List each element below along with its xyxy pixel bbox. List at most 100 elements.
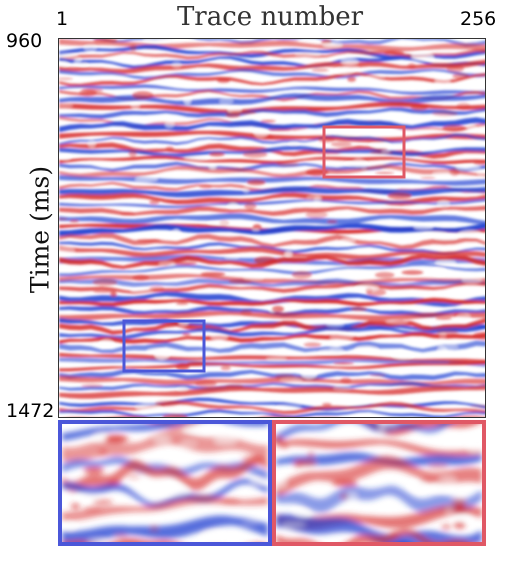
reflector-band xyxy=(59,59,485,74)
texture-blob xyxy=(250,480,264,483)
texture-blob xyxy=(340,493,350,499)
texture-blob xyxy=(184,427,208,432)
texture-blob xyxy=(434,78,451,84)
texture-blob xyxy=(172,229,181,237)
texture-blob xyxy=(303,342,322,348)
texture-blob xyxy=(340,58,359,66)
texture-blob xyxy=(224,384,244,389)
texture-blob xyxy=(381,149,391,153)
texture-blob xyxy=(241,522,259,525)
texture-blob xyxy=(81,383,104,388)
texture-blob xyxy=(281,443,289,449)
texture-blob xyxy=(401,270,424,275)
texture-blob xyxy=(385,319,409,325)
texture-blob xyxy=(455,503,465,511)
texture-blob xyxy=(163,487,188,495)
texture-blob xyxy=(436,329,459,334)
texture-blob xyxy=(149,525,159,533)
texture-blob xyxy=(175,302,189,305)
texture-blob xyxy=(60,61,68,67)
reflector-band xyxy=(59,145,485,158)
reflector-band xyxy=(59,155,485,165)
texture-blob xyxy=(254,256,277,264)
texture-blob xyxy=(461,277,482,284)
texture-blob xyxy=(209,166,217,169)
texture-blob xyxy=(277,404,302,409)
texture-blob xyxy=(195,380,217,388)
texture-blob xyxy=(252,224,262,231)
texture-blob xyxy=(136,239,162,242)
texture-blob xyxy=(434,267,445,276)
texture-blob xyxy=(468,448,482,452)
texture-blob xyxy=(82,507,104,511)
texture-blob xyxy=(305,211,328,219)
texture-blob xyxy=(375,171,395,175)
texture-blob xyxy=(374,272,395,278)
seismic-section-image xyxy=(59,39,485,417)
reflector-band xyxy=(59,198,485,209)
texture-blob xyxy=(440,477,456,483)
texture-blob xyxy=(79,88,97,97)
texture-blob xyxy=(175,363,190,371)
texture-blob xyxy=(301,371,317,380)
reflector-band xyxy=(59,291,485,307)
reflector-band xyxy=(59,107,485,119)
reflector-band xyxy=(59,49,485,61)
texture-blob xyxy=(419,478,436,483)
reflector-band xyxy=(59,161,485,172)
texture-blob xyxy=(311,68,329,72)
texture-blob xyxy=(244,202,257,210)
reflector-band xyxy=(276,424,452,443)
texture-blob xyxy=(458,229,481,237)
reflector-band xyxy=(59,340,485,354)
texture-blob xyxy=(155,352,169,360)
reflector-band xyxy=(276,439,482,458)
reflector-band xyxy=(59,397,485,411)
texture-blob xyxy=(203,531,221,538)
texture-blob xyxy=(243,276,263,281)
texture-blob xyxy=(276,40,299,43)
texture-blob xyxy=(59,77,73,81)
blue-zoom-image xyxy=(62,424,268,542)
texture-blob xyxy=(478,170,485,178)
texture-blob xyxy=(342,65,359,69)
texture-blob xyxy=(216,78,231,83)
reflector-band xyxy=(62,538,176,542)
texture-blob xyxy=(59,103,73,108)
texture-blob xyxy=(66,524,74,530)
reflector-band xyxy=(59,332,485,344)
texture-blob xyxy=(107,480,121,485)
reflector-band xyxy=(80,415,485,417)
texture-blob xyxy=(346,161,365,167)
texture-blob xyxy=(452,73,470,79)
reflector-band xyxy=(62,430,268,463)
texture-blob xyxy=(411,52,434,61)
y-tick-max: 1472 xyxy=(6,400,55,422)
texture-blob xyxy=(347,493,357,500)
reflector-band xyxy=(59,409,485,417)
texture-blob xyxy=(135,176,158,182)
reflector-band xyxy=(62,478,268,508)
reflector-band xyxy=(59,310,485,321)
texture-blob xyxy=(221,498,241,505)
texture-blob xyxy=(127,475,140,478)
reflector-band xyxy=(59,385,485,399)
texture-blob xyxy=(438,345,459,350)
texture-blob xyxy=(280,523,307,526)
reflector-band xyxy=(59,72,485,87)
reflector-band xyxy=(276,514,482,542)
texture-blob xyxy=(427,463,449,469)
reflector-band xyxy=(393,540,408,542)
reflector-band xyxy=(62,495,268,521)
y-tick-min: 960 xyxy=(6,30,43,52)
texture-blob xyxy=(88,140,96,149)
texture-blob xyxy=(369,374,386,377)
texture-blob xyxy=(331,141,352,147)
texture-blob xyxy=(439,332,447,340)
texture-blob xyxy=(129,44,137,51)
texture-blob xyxy=(295,53,320,56)
texture-blob xyxy=(93,290,115,293)
texture-blob xyxy=(341,238,356,243)
texture-blob xyxy=(407,63,416,69)
texture-blob xyxy=(289,141,299,146)
